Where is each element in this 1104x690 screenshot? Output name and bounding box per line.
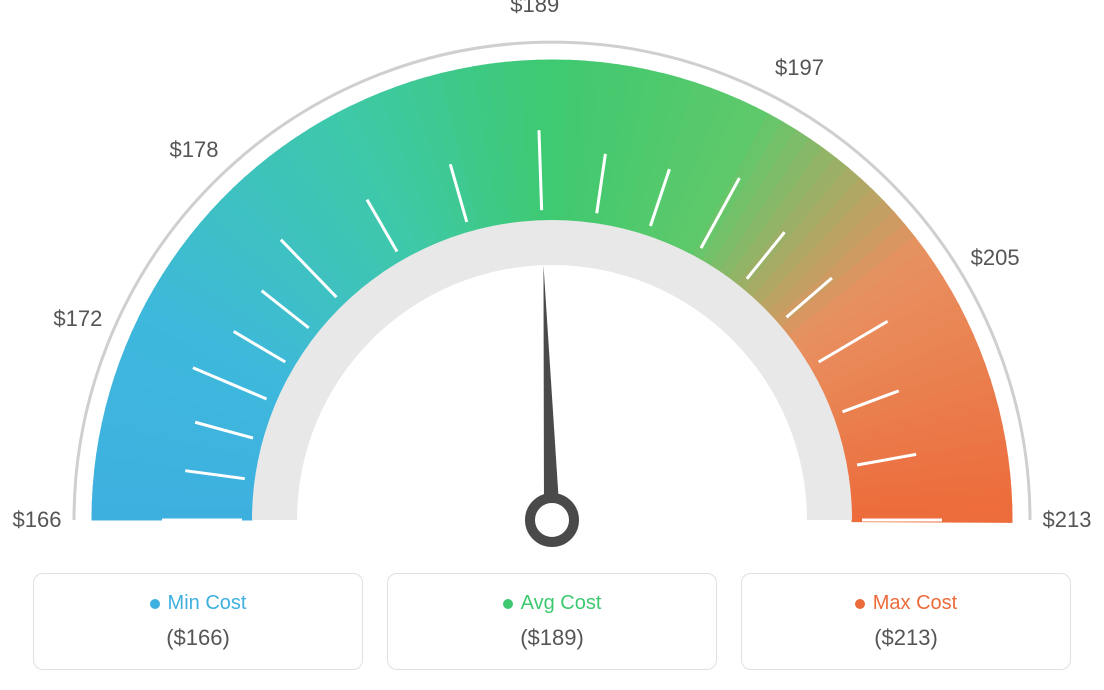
legend-value-min: ($166) — [54, 625, 342, 651]
legend-title-avg: Avg Cost — [408, 592, 696, 615]
gauge-tick-label: $172 — [53, 306, 102, 332]
legend-card-min: Min Cost ($166) — [33, 573, 363, 670]
gauge-tick-label: $166 — [13, 507, 62, 533]
gauge-tick-label: $178 — [169, 137, 218, 163]
legend-label: Max Cost — [873, 592, 957, 614]
gauge-tick-label: $189 — [510, 0, 559, 18]
gauge-tick-label: $205 — [971, 245, 1020, 271]
gauge-chart: $166 $172 $178 $189 $197 $205 $213 — [0, 0, 1104, 560]
legend-title-min: Min Cost — [54, 592, 342, 615]
gauge-tick-label: $213 — [1043, 507, 1092, 533]
legend-label: Min Cost — [168, 592, 247, 614]
legend-row: Min Cost ($166) Avg Cost ($189) Max Cost… — [0, 573, 1104, 670]
legend-value-avg: ($189) — [408, 625, 696, 651]
gauge-svg — [0, 0, 1104, 560]
legend-label: Avg Cost — [521, 592, 602, 614]
dot-icon — [503, 599, 513, 609]
dot-icon — [150, 599, 160, 609]
legend-card-max: Max Cost ($213) — [741, 573, 1071, 670]
legend-card-avg: Avg Cost ($189) — [387, 573, 717, 670]
legend-value-max: ($213) — [762, 625, 1050, 651]
gauge-tick-label: $197 — [775, 55, 824, 81]
legend-title-max: Max Cost — [762, 592, 1050, 615]
dot-icon — [855, 599, 865, 609]
